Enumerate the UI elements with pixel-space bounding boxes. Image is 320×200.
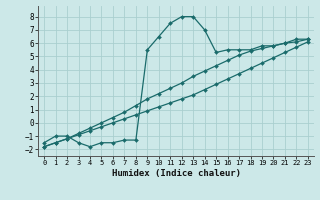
X-axis label: Humidex (Indice chaleur): Humidex (Indice chaleur) <box>111 169 241 178</box>
